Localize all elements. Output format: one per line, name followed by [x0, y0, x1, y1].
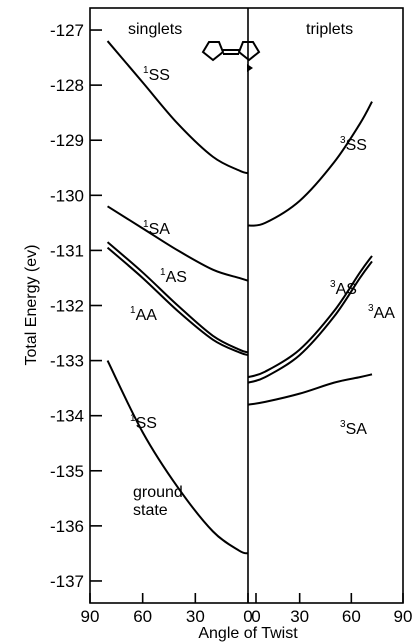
y-tick-label: -133 — [50, 352, 84, 371]
panel-label-triplets: triplets — [306, 21, 353, 38]
curve-label: 1AS — [160, 267, 187, 286]
curve-3as — [247, 255, 373, 379]
y-tick-label: -134 — [50, 407, 84, 426]
x-tick-label: 0 — [251, 607, 260, 626]
curve-label: 3SA — [340, 419, 367, 438]
y-tick-label: -137 — [50, 572, 84, 591]
curve-label: 3AA — [368, 303, 395, 322]
ground-state-annotation: state — [133, 502, 168, 519]
x-axis-ticks: 90 60 30 0 30 60 90 0 — [81, 593, 413, 626]
y-tick-label: -129 — [50, 131, 84, 150]
curve-label: 3AS — [330, 279, 357, 298]
molecule-icon — [201, 41, 261, 72]
curve-1as — [106, 241, 249, 354]
x-tick-label: 60 — [342, 607, 361, 626]
y-tick-label: -131 — [50, 241, 84, 260]
x-axis-title: Angle of Twist — [198, 625, 298, 642]
y-tick-label: -135 — [50, 462, 84, 481]
y-axis-title: Total Energy (ev) — [23, 245, 40, 366]
x-tick-label: 90 — [394, 607, 413, 626]
curve-label: 1SS — [130, 413, 157, 432]
x-tick-label: 60 — [133, 607, 152, 626]
y-tick-label: -128 — [50, 76, 84, 95]
curve-label: 1SA — [143, 219, 170, 238]
curve-3sa — [247, 373, 373, 406]
curves — [106, 40, 373, 555]
x-tick-label: 30 — [186, 607, 205, 626]
y-tick-label: -132 — [50, 297, 84, 316]
y-tick-label: -130 — [50, 186, 84, 205]
curve-label: 3SS — [340, 135, 367, 154]
curve-3ss — [247, 101, 373, 227]
curve-1aa — [106, 246, 249, 357]
y-tick-label: -136 — [50, 517, 84, 536]
y-axis-ticks: -127 -128 -129 -130 -131 -132 -133 -134 -135 -136… — [50, 21, 102, 591]
curve-1ss — [106, 40, 249, 175]
curve-3aa — [247, 260, 373, 384]
panel-label-singlets: singlets — [128, 21, 182, 38]
x-tick-label: 0 — [243, 607, 252, 626]
y-tick-label: -127 — [50, 21, 84, 40]
ground-state-annotation: ground — [133, 484, 183, 501]
curve-label: 1AA — [130, 305, 157, 324]
curve-label: 1SS — [143, 65, 170, 84]
x-tick-label: 90 — [81, 607, 100, 626]
x-tick-label: 30 — [290, 607, 309, 626]
curve-1sa — [107, 205, 249, 282]
curve-1ss-ground-state — [106, 360, 249, 555]
